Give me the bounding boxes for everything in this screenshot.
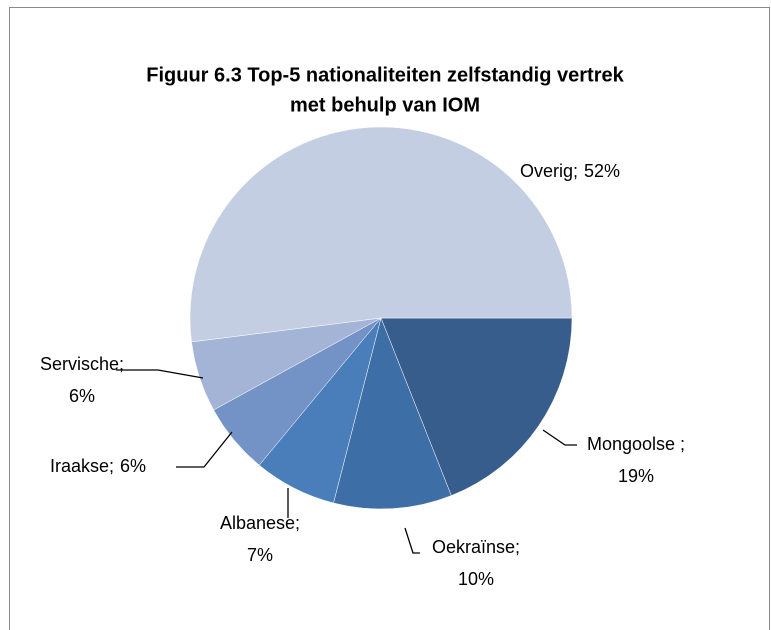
category-label: Iraakse; [50, 456, 114, 476]
value-label: 6% [69, 386, 95, 406]
category-label: Albanese; [220, 513, 300, 533]
data-label: Overig; 52% [520, 161, 620, 181]
pie-slice [189, 126, 573, 343]
chart-title: Figuur 6.3 Top-5 nationaliteiten zelfsta… [146, 64, 624, 86]
leader-line [116, 369, 204, 379]
value-label: 6% [120, 456, 146, 476]
pie-slice [380, 317, 573, 496]
leader-line [176, 431, 233, 468]
leader-line [404, 527, 420, 554]
category-label: Oekraïnse; [432, 537, 520, 557]
leader-line [542, 429, 577, 446]
category-label: Overig; [520, 161, 578, 181]
data-label: Iraakse; 6% [50, 456, 146, 476]
category-label: Servische; [40, 354, 124, 374]
value-label: 7% [247, 545, 273, 565]
value-label: 52% [584, 161, 620, 181]
value-label: 19% [618, 466, 654, 486]
pie-slice [333, 317, 452, 510]
chart-title: met behulp van IOM [290, 94, 480, 116]
value-label: 10% [458, 569, 494, 589]
category-label: Mongoolse ; [587, 434, 685, 454]
